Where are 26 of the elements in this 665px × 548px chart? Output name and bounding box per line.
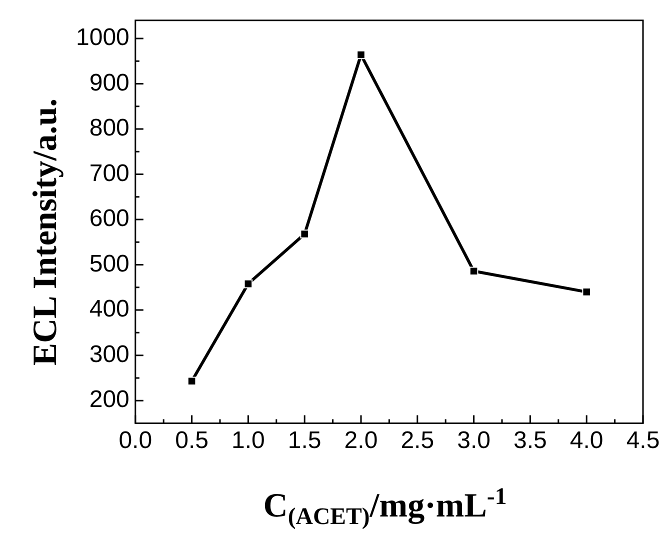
y-tick-label: 400	[89, 296, 130, 323]
y-tick-label: 300	[89, 340, 130, 368]
x-tick-label: 3.0	[457, 427, 490, 454]
x-tick-label: 0.5	[175, 427, 208, 454]
x-tick-label: 1.5	[288, 427, 322, 454]
point	[244, 279, 253, 288]
y-tick-label: 700	[89, 160, 130, 187]
y-tick-label: 800	[89, 114, 130, 142]
x-tick-label: 2.0	[344, 427, 378, 454]
x-tick-label: 4.5	[626, 427, 660, 454]
x-tick-label: 2.5	[400, 427, 434, 454]
y-tick-label: 500	[89, 250, 130, 278]
y-tick-label: 200	[89, 386, 130, 414]
point	[356, 50, 366, 60]
y-tick-label: 900	[89, 69, 130, 96]
y-axis-title: ECL Intensity/a.u.	[27, 98, 65, 366]
y-tick-label: 1000	[76, 24, 130, 52]
point	[187, 376, 196, 386]
x-tick-label: 0.0	[118, 427, 152, 454]
x-tick-label: 1.0	[232, 427, 265, 454]
point	[582, 288, 591, 296]
x-tick-label: 4.0	[570, 427, 604, 454]
x-axis-title: C$_{(ACET)}$/mg·mL$^{-1}$	[263, 484, 507, 532]
y-tick-label: 600	[89, 205, 130, 232]
point	[300, 230, 309, 238]
x-tick-label: 3.5	[514, 427, 547, 454]
